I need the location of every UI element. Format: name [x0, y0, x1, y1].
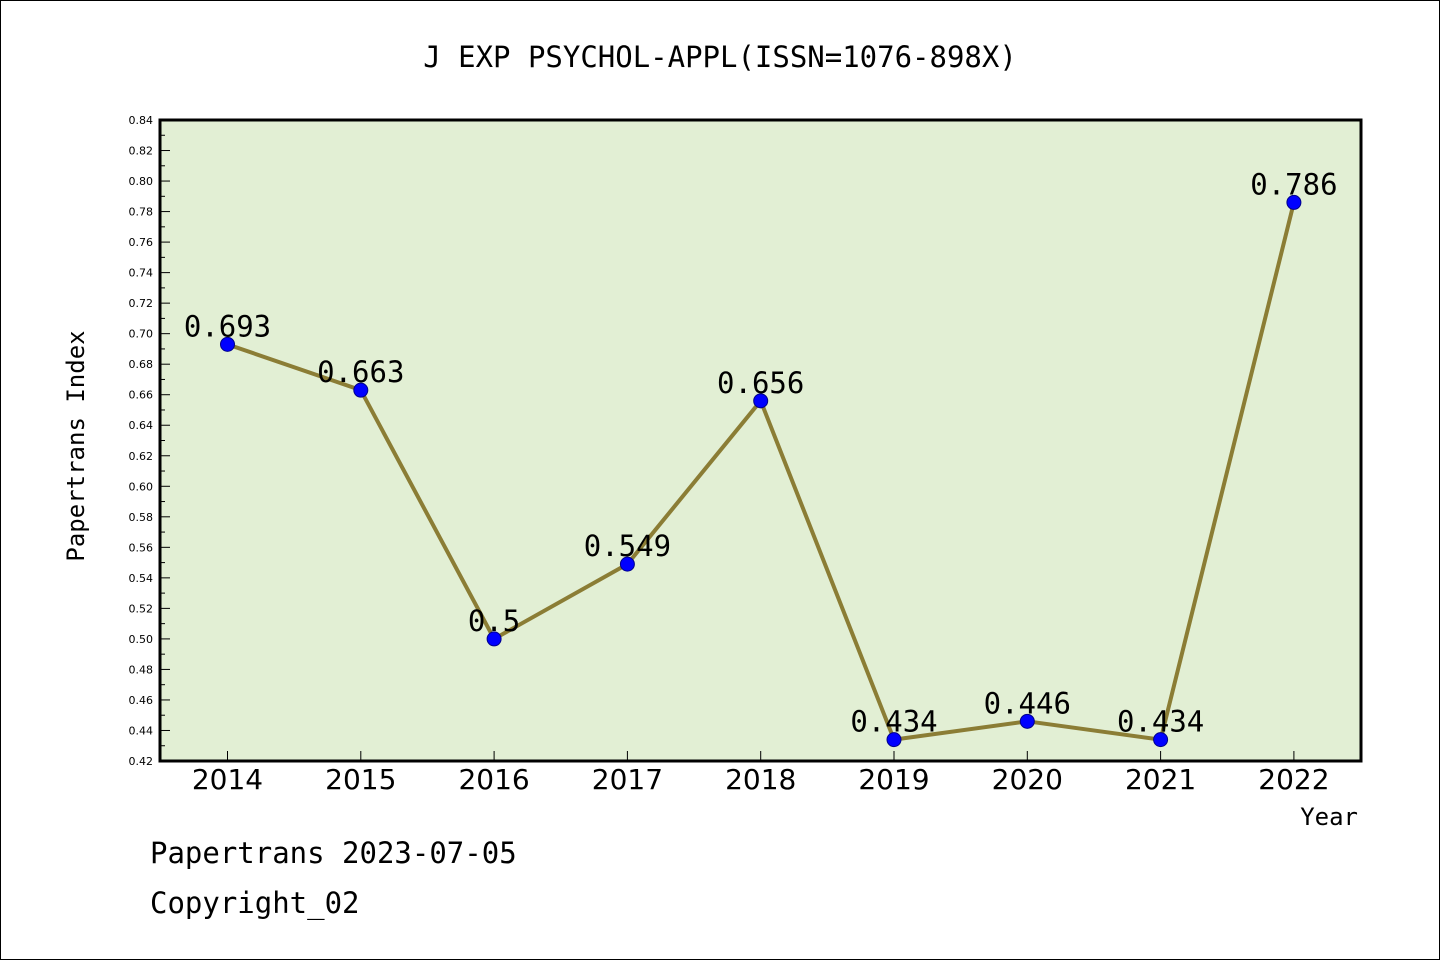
x-tick-label: 2022	[1258, 763, 1329, 796]
x-tick-label: 2016	[458, 763, 529, 796]
data-labels: 0.693 0.663 0.5 0.549 0.656 0.434 0.446 0.434 0.…	[184, 167, 1338, 738]
y-tick-label: 0.52	[129, 602, 154, 615]
x-tick-label: 2015	[325, 763, 396, 796]
y-tick-label: 0.78	[129, 206, 154, 219]
y-tick-label: 0.66	[129, 389, 154, 402]
data-point	[353, 382, 369, 398]
data-point	[220, 336, 235, 352]
x-tick-label: 2014	[192, 763, 263, 796]
data-markers	[220, 194, 1302, 748]
chart-title: J EXP PSYCHOL-APPL(ISSN=1076-898X)	[423, 40, 1017, 74]
data-label: 0.656	[717, 366, 804, 400]
y-tick-label: 0.76	[129, 236, 154, 249]
y-tick-label: 0.60	[129, 480, 154, 493]
y-axis-label: Papertrans Index	[62, 330, 90, 561]
data-label: 0.663	[317, 355, 404, 389]
x-tick-label: 2018	[725, 763, 796, 796]
x-tick-label: 2017	[592, 763, 663, 796]
data-point	[619, 556, 635, 572]
y-tick-label: 0.58	[129, 511, 154, 524]
y-tick-label: 0.70	[129, 328, 154, 341]
x-tick-label: 2019	[858, 763, 929, 796]
y-tick-label: 0.84	[129, 114, 154, 127]
y-tick-label: 0.72	[129, 297, 154, 310]
y-tick-label: 0.48	[129, 663, 154, 676]
data-label: 0.446	[984, 686, 1071, 720]
data-point	[486, 631, 502, 647]
y-tick-label: 0.54	[129, 572, 154, 585]
data-point	[1286, 194, 1302, 210]
y-tick-label: 0.46	[129, 694, 154, 707]
data-point	[1019, 713, 1035, 729]
data-label: 0.5	[468, 604, 520, 638]
x-axis-ticks: 2014 2015 2016 2017 2018 2019 2020 2021 2022	[192, 751, 1330, 796]
y-tick-label: 0.50	[129, 633, 154, 646]
footer-copyright: Copyright_02	[150, 886, 360, 920]
footer-date-line: Papertrans 2023-07-05	[150, 836, 517, 870]
y-tick-label: 0.82	[129, 145, 154, 158]
y-tick-label: 0.74	[129, 267, 154, 280]
data-label: 0.434	[850, 705, 937, 739]
y-tick-label: 0.44	[129, 724, 154, 737]
plot-area	[158, 118, 1363, 763]
y-axis-ticks: 0.42 0.44 0.46 0.48 0.50 0.52 0.54 0.56 0.58 0.60…	[129, 114, 170, 768]
data-point	[886, 732, 902, 748]
y-tick-label: 0.64	[129, 419, 154, 432]
y-tick-label: 0.62	[129, 450, 154, 463]
x-tick-label: 2020	[992, 763, 1063, 796]
data-point	[753, 393, 769, 409]
data-label: 0.549	[584, 529, 671, 563]
data-label: 0.693	[184, 309, 271, 343]
x-tick-label: 2021	[1125, 763, 1196, 796]
y-tick-label: 0.80	[129, 175, 154, 188]
y-tick-label: 0.68	[129, 358, 154, 371]
data-label: 0.434	[1117, 705, 1204, 739]
x-axis-label: Year	[1300, 803, 1358, 831]
y-tick-label: 0.56	[129, 541, 154, 554]
data-label: 0.786	[1250, 167, 1337, 201]
y-tick-label: 0.42	[129, 755, 154, 768]
data-point	[1153, 732, 1169, 748]
